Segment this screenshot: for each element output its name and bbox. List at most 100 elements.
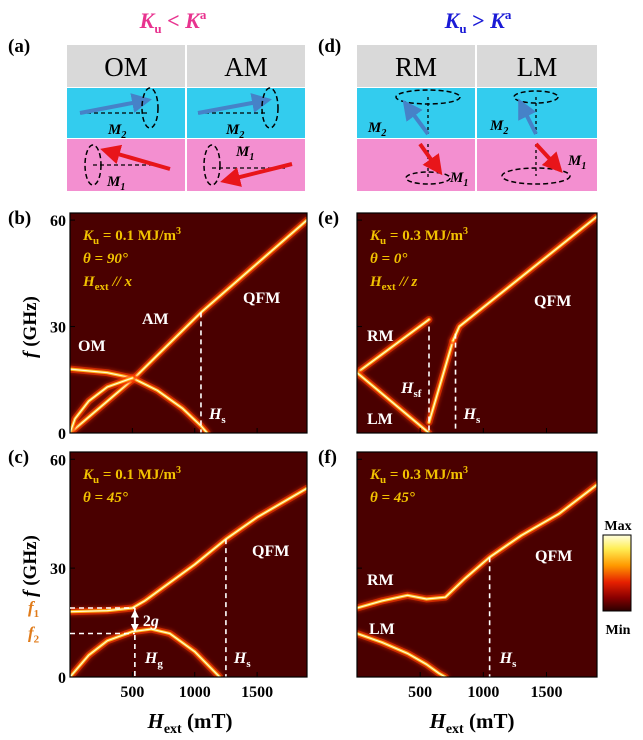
rm-m1-arrow: [418, 142, 443, 176]
plot-frame-c: [69, 451, 308, 678]
label-hs: Hs: [208, 406, 226, 426]
lm-m2-label: M2: [489, 118, 508, 137]
panel-e-plot: Ku = 0.3 MJ/m3 θ = 0° Hext // z RM LM QFM Hsf H…: [356, 212, 598, 434]
lm-m1-label: M1: [567, 153, 586, 172]
mode-core-AM_low: [70, 377, 133, 433]
panel-b-label: (b): [8, 208, 31, 229]
colorbar-min: Min: [606, 623, 631, 638]
xtick-label-500: 500: [408, 684, 432, 701]
mode-core-upper: [70, 487, 307, 613]
panel-a-label: (a): [8, 36, 30, 57]
cond-left-k: K: [139, 8, 156, 33]
param-field-b: Hext // x: [82, 274, 133, 293]
ytick-label-30: 30: [50, 320, 66, 337]
mode-core-mid: [428, 340, 454, 423]
panel-c-xlabel: Hext (mT): [147, 709, 233, 737]
cond-right-sup: a: [505, 7, 512, 22]
om-header-box: [67, 45, 185, 87]
cond-left-sub: u: [154, 21, 161, 36]
cond-right-rel: >: [467, 8, 491, 33]
panel-c-plot: 0 30 60 500 1000 1500 Ku = 0.1 MJ/m3 θ = 45° QFM…: [28, 451, 308, 701]
lm-upper-precession: [513, 90, 559, 104]
param-ku-b: Ku = 0.1 MJ/m3: [82, 226, 181, 247]
label-lm: LM: [369, 621, 395, 638]
lm-m2-arrow: [518, 98, 538, 135]
label-hs: Hs: [233, 650, 251, 670]
am-m1-label: M1: [235, 144, 254, 163]
label-rm: RM: [367, 328, 394, 345]
label-hs: Hs: [463, 406, 481, 426]
plot-frame-b: [69, 212, 308, 434]
param-ku-f: Ku = 0.3 MJ/m3: [369, 465, 468, 486]
am-header-box: [187, 45, 305, 87]
ytick-label-0: 0: [58, 670, 66, 687]
mode-core-lower: [70, 628, 221, 677]
label-qfm: QFM: [535, 548, 572, 565]
rm-header: RM: [395, 52, 437, 82]
xtick-label-1500: 1500: [530, 684, 562, 701]
right-condition: Ku > Ka: [444, 7, 512, 36]
panel-c-label: (c): [8, 447, 29, 468]
label-hsf: Hsf: [400, 380, 422, 400]
plot-frame-f: [356, 451, 598, 678]
lm-header: LM: [517, 52, 558, 82]
lm-m1-arrow: [534, 142, 563, 173]
rm-lower-precession: [405, 171, 451, 185]
param-theta-b: θ = 90°: [83, 251, 128, 267]
om-lower-precession: [84, 144, 102, 186]
mode-core-OM: [70, 368, 208, 433]
rm-m2-arrow: [402, 99, 430, 136]
label-qfm: QFM: [534, 293, 571, 310]
cond-right-k2: K: [489, 8, 506, 33]
mode-core-RM: [357, 318, 430, 374]
colorbar-max: Max: [604, 519, 631, 534]
spectrum-lines-f: [357, 481, 597, 677]
mode-core-LM: [357, 372, 430, 433]
spectrum-lines-c: [70, 484, 307, 677]
rm-header-box: [357, 45, 475, 87]
am-m1-arrow: [220, 162, 293, 187]
am-lower-precession: [203, 144, 221, 186]
param-ku-c: Ku = 0.1 MJ/m3: [82, 465, 181, 486]
am-upper-precession: [261, 87, 279, 129]
om-m2-label: M2: [107, 122, 126, 141]
left-condition: Ku < Ka: [139, 7, 207, 36]
om-upper-precession: [141, 87, 159, 129]
panel-f-xlabel: Hext (mT): [429, 709, 515, 737]
om-header: OM: [104, 52, 148, 82]
param-field-e: Hext // z: [369, 274, 418, 293]
cond-left-k2: K: [184, 8, 201, 33]
panel-d-label: (d): [318, 36, 341, 57]
panel-f-label: (f): [318, 447, 337, 468]
cond-left-sup: a: [200, 7, 207, 22]
spectrum-lines-b: [70, 216, 307, 433]
panel-a-schematic: OM AM M2 M1 M2 M1: [67, 45, 305, 193]
xtick-label-1000: 1000: [179, 684, 211, 701]
label-rm: RM: [367, 572, 394, 589]
plot-frame-e: [356, 212, 598, 434]
rm-m1-label: M1: [449, 170, 468, 189]
xtick-label-1500: 1500: [241, 684, 273, 701]
label-hg: Hg: [144, 650, 163, 670]
label-f2: f2: [28, 623, 40, 645]
ytick-label-30: 30: [50, 561, 66, 578]
label-f1: f1: [28, 598, 39, 620]
panel-f-plot: 500 1000 1500 Ku = 0.3 MJ/m3 θ = 45° RM LM QFM H…: [356, 451, 598, 701]
label-am: AM: [142, 311, 169, 328]
am-m2-arrow: [197, 93, 272, 115]
cond-right-sub: u: [459, 21, 466, 36]
param-ku-e: Ku = 0.3 MJ/m3: [369, 226, 468, 247]
ytick-label-60: 60: [50, 213, 66, 230]
label-2g: 2g: [143, 613, 159, 630]
mode-core-upper: [357, 484, 597, 609]
am-header: AM: [224, 52, 268, 82]
xtick-label-500: 500: [120, 684, 144, 701]
om-m1-arrow: [100, 144, 171, 171]
label-qfm: QFM: [243, 290, 280, 307]
am-m2-label: M2: [225, 122, 244, 141]
panel-b-plot: 0 30 60 Ku = 0.1 MJ/m3 θ = 90° Hext // x OM AM Q…: [50, 212, 308, 443]
cond-left-rel: <: [162, 8, 186, 33]
panel-e-label: (e): [318, 208, 339, 229]
ytick-label-0: 0: [58, 426, 66, 443]
ytick-label-60: 60: [50, 452, 66, 469]
